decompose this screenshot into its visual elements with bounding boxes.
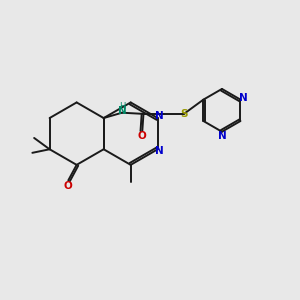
Text: N: N	[118, 106, 127, 116]
Text: S: S	[181, 109, 188, 119]
Text: O: O	[138, 131, 147, 142]
Text: N: N	[239, 92, 248, 103]
Text: N: N	[154, 146, 163, 156]
Text: N: N	[154, 111, 163, 121]
Text: N: N	[218, 131, 227, 142]
Text: O: O	[63, 181, 72, 191]
Text: H: H	[119, 102, 126, 111]
